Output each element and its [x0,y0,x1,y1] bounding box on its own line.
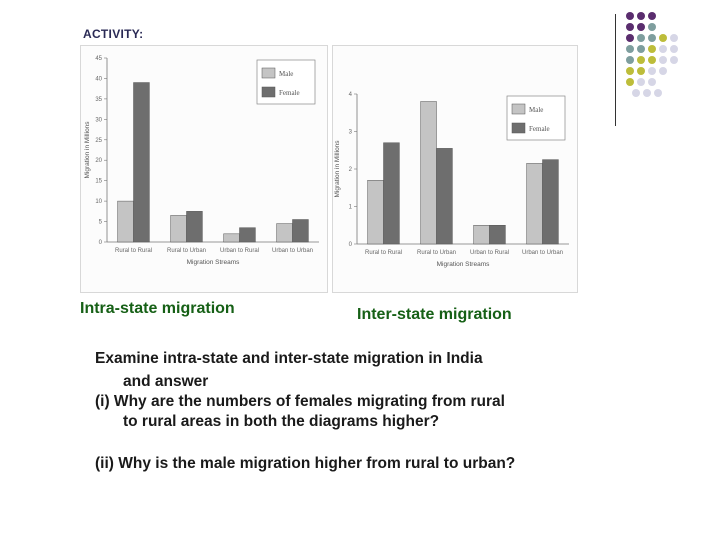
x-tick-label: Urban to Rural [470,250,509,256]
bar-male [526,163,543,245]
decorative-dot [637,23,645,31]
decorative-dot [648,12,656,20]
bar-male [473,225,490,245]
decorative-dot-grid [626,12,678,97]
question-intro-cont: and answer [123,373,209,390]
inter-state-chart: 0 1 2 3 4 Migration in Millions Rural to Rural… [334,92,569,268]
decorative-dot [626,56,634,64]
decorative-dot [637,45,645,53]
bar-female [383,142,400,245]
intra-state-chart-panel: 0 5 10 15 20 25 30 35 40 45 Migration in Millions R… [80,45,328,293]
decorative-dot [648,67,656,75]
inter-state-caption: Inter-state migration [357,306,512,323]
decorative-dot [654,89,662,97]
bar-male [223,233,240,243]
y-tick-label: 0 [99,240,103,246]
divider-line [615,14,616,126]
question-intro: Examine intra-state and inter-state migr… [95,350,483,367]
x-tick-label: Urban to Rural [220,248,259,254]
y-tick-label: 20 [95,158,102,164]
bar-female [186,211,203,243]
decorative-dot [659,56,667,64]
y-axis-label: Migration in Millions [334,140,341,198]
decorative-dot [648,23,656,31]
bar-male [420,101,437,245]
y-tick-label: 15 [95,179,102,185]
x-axis-label: Migration Streams [437,261,490,268]
question-one: (i) Why are the numbers of females migra… [95,393,505,410]
y-tick-label: 35 [95,97,102,103]
decorative-dot [626,45,634,53]
decorative-dot [626,34,634,42]
y-axis-label: Migration in Millions [84,121,91,179]
bar-male [117,200,134,243]
decorative-dot [626,67,634,75]
decorative-dot [643,89,651,97]
legend-swatch [511,122,526,134]
y-tick-label: 1 [349,205,353,211]
decorative-dot [648,45,656,53]
y-tick-label: 3 [349,130,353,136]
legend-box [256,59,316,105]
intra-state-chart: 0 5 10 15 20 25 30 35 40 45 Migration in Millions R… [84,56,319,266]
decorative-dot [626,23,634,31]
x-tick-label: Rural to Urban [167,248,206,254]
y-tick-label: 0 [349,242,353,248]
x-tick-label: Urban to Urban [272,248,313,254]
decorative-dot [648,56,656,64]
bar-male [276,223,293,243]
bar-female [133,82,150,243]
bar-male [367,180,384,245]
decorative-dot [626,78,634,86]
y-tick-label: 4 [349,92,353,98]
legend-label: Male [529,106,543,114]
legend-label: Male [279,70,293,78]
y-tick-label: 5 [99,220,103,226]
decorative-dot [648,78,656,86]
x-tick-label: Rural to Urban [417,250,456,256]
decorative-dot [637,78,645,86]
legend-label: Female [279,89,300,97]
legend-swatch [261,86,276,98]
decorative-dot [637,67,645,75]
decorative-dot [670,56,678,64]
decorative-dot [659,67,667,75]
bar-female [436,148,453,245]
decorative-dot [637,34,645,42]
decorative-dot [637,12,645,20]
x-axis-label: Migration Streams [187,259,240,266]
x-tick-label: Rural to Rural [115,248,152,254]
bar-female [239,227,256,243]
inter-state-chart-panel: 0 1 2 3 4 Migration in Millions Rural to Rural… [332,45,578,293]
bar-female [292,219,309,243]
x-tick-label: Urban to Urban [522,250,563,256]
y-tick-label: 45 [95,56,102,62]
decorative-dot [670,45,678,53]
legend-label: Female [529,125,550,133]
intra-state-caption: Intra-state migration [80,300,235,317]
legend-box [506,95,566,141]
y-tick-label: 2 [349,167,353,173]
decorative-dot [659,45,667,53]
y-tick-label: 40 [95,76,102,82]
question-two: (ii) Why is the male migration higher fr… [95,455,516,472]
y-tick-label: 30 [95,117,102,123]
bar-female [489,225,506,245]
bar-female [542,159,559,245]
legend-swatch [261,67,276,79]
question-one-cont: to rural areas in both the diagrams high… [123,413,440,430]
decorative-dot [632,89,640,97]
y-tick-label: 25 [95,138,102,144]
decorative-dot [648,34,656,42]
decorative-dot [626,12,634,20]
decorative-dot [670,34,678,42]
decorative-dot [637,56,645,64]
activity-label: ACTIVITY: [83,27,144,41]
legend-swatch [511,103,526,115]
y-tick-label: 10 [95,199,102,205]
x-tick-label: Rural to Rural [365,250,402,256]
decorative-dot [659,34,667,42]
bar-male [170,215,187,243]
